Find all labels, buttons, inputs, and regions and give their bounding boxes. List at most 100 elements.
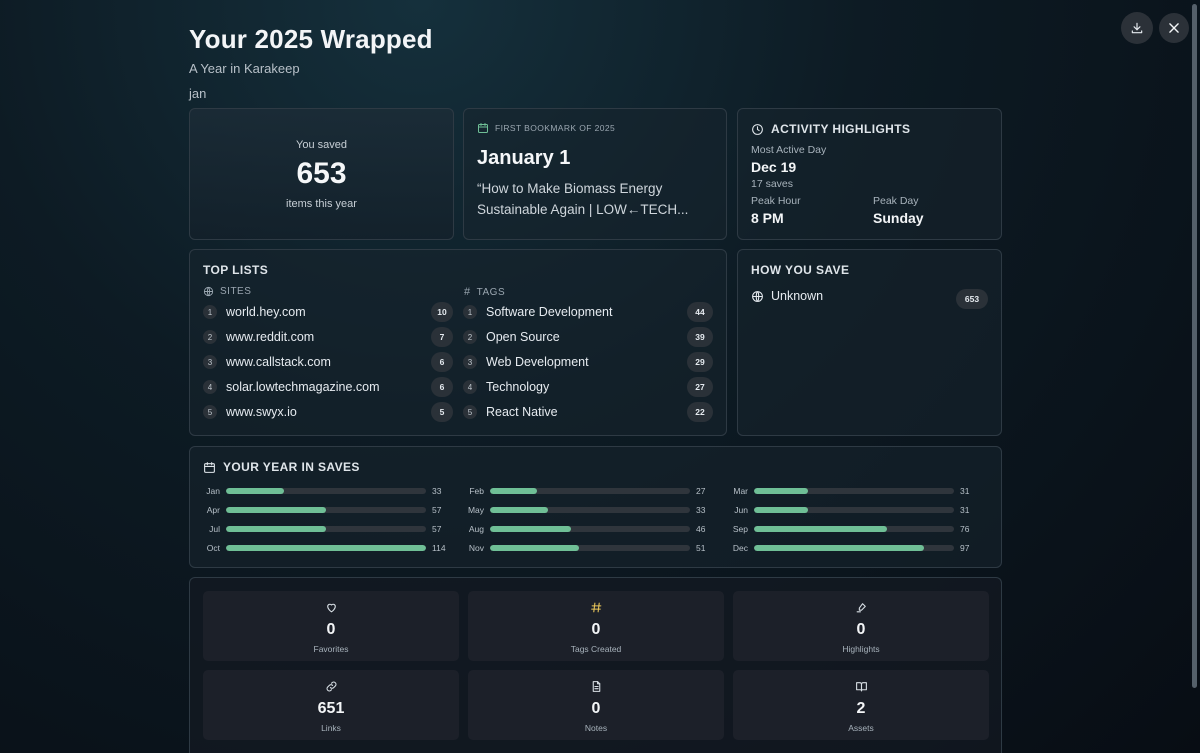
site-rank: 5 — [203, 405, 217, 419]
month-bar-fill — [754, 526, 888, 532]
stat-value: 651 — [317, 700, 345, 717]
month-count: 51 — [696, 543, 706, 553]
sites-label: SITES — [220, 286, 252, 297]
site-row[interactable]: 5 www.swyx.io — [203, 402, 297, 422]
site-row[interactable]: 1 world.hey.com — [203, 302, 306, 322]
month-bar-track — [754, 507, 954, 513]
tag-row[interactable]: 5 React Native — [463, 402, 558, 422]
peak-hour-label: Peak Hour — [751, 195, 801, 207]
tag-count: 29 — [687, 352, 713, 372]
site-row[interactable]: 3 www.callstack.com — [203, 352, 331, 372]
site-name: www.callstack.com — [226, 355, 331, 369]
tag-name: React Native — [486, 405, 558, 419]
site-rank: 2 — [203, 330, 217, 344]
first-bookmark-label: FIRST BOOKMARK OF 2025 — [495, 123, 616, 133]
tag-count: 22 — [687, 402, 713, 422]
tag-rank: 5 — [463, 405, 477, 419]
year-in-saves-title-text: YOUR YEAR IN SAVES — [223, 460, 360, 474]
site-row[interactable]: 2 www.reddit.com — [203, 327, 314, 347]
highlighter-icon — [733, 601, 989, 617]
how-you-save-card: HOW YOU SAVE Unknown 653 — [737, 249, 1002, 436]
scrollbar-thumb[interactable] — [1192, 4, 1197, 688]
month-count: 31 — [960, 505, 970, 515]
hash-icon: # — [464, 286, 471, 298]
scrollbar[interactable] — [1190, 0, 1200, 753]
month-bar-track — [490, 545, 690, 551]
tag-count: 39 — [687, 327, 713, 347]
month-bar-fill — [754, 507, 809, 513]
close-button[interactable] — [1159, 13, 1189, 43]
month-bar-track — [490, 507, 690, 513]
top-lists-title: TOP LISTS — [203, 263, 269, 277]
tag-row[interactable]: 1 Software Development — [463, 302, 612, 322]
month-row-aug: Aug 46 — [454, 523, 706, 535]
month-bar-fill — [754, 545, 925, 551]
sites-header: SITES — [203, 286, 251, 297]
activity-title-text: ACTIVITY HIGHLIGHTS — [771, 122, 911, 136]
peak-hour-value: 8 PM — [751, 210, 784, 226]
month-label: Jan — [206, 486, 220, 496]
peak-day-value: Sunday — [873, 210, 924, 226]
month-bar-fill — [226, 488, 284, 494]
total-pre-label: You saved — [296, 139, 347, 151]
month-bar-track — [226, 526, 426, 532]
month-bar-fill — [226, 545, 426, 551]
stat-value: 2 — [856, 700, 866, 717]
clock-icon — [752, 123, 763, 135]
site-name: www.reddit.com — [226, 330, 315, 344]
month-bar-track — [226, 488, 426, 494]
stat-label: Assets — [848, 723, 874, 733]
first-bookmark-title-line: Sustainable Again | LOW←TECH... — [477, 202, 689, 217]
tag-row[interactable]: 2 Open Source — [463, 327, 560, 347]
total-post-label: items this year — [286, 198, 357, 210]
tag-name: Open Source — [486, 330, 560, 344]
month-row-feb: Feb 27 — [454, 485, 705, 497]
site-name: solar.lowtechmagazine.com — [226, 380, 380, 394]
note-icon — [468, 680, 724, 696]
first-bookmark-eyebrow: FIRST BOOKMARK OF 2025 — [477, 122, 713, 134]
month-row-jun: Jun 31 — [718, 504, 969, 516]
tag-row[interactable]: 3 Web Development — [463, 352, 589, 372]
month-bar-track — [754, 545, 954, 551]
stat-label: Highlights — [842, 644, 880, 654]
month-bar-fill — [490, 545, 580, 551]
month-bar-track — [490, 526, 690, 532]
month-label: Sep — [732, 524, 748, 534]
month-count: 97 — [960, 543, 970, 553]
month-bar-fill — [226, 526, 326, 532]
month-row-apr: Apr 57 — [190, 504, 442, 516]
download-button[interactable] — [1121, 12, 1153, 44]
month-label: Nov — [468, 543, 484, 553]
save-source-row: Unknown — [751, 289, 823, 303]
stat-notes: 0 Notes — [468, 670, 724, 740]
tag-row[interactable]: 4 Technology — [463, 377, 549, 397]
tags-header: # TAGS — [464, 286, 505, 298]
tag-count: 27 — [687, 377, 713, 397]
activity-highlights-card: ACTIVITY HIGHLIGHTS Most Active Day Dec … — [737, 108, 1002, 240]
month-row-dec: Dec 97 — [718, 542, 970, 554]
first-bookmark-title: “How to Make Biomass Energy Sustainable … — [477, 178, 713, 220]
month-count: 76 — [960, 524, 970, 534]
heart-icon — [203, 601, 459, 617]
year-in-saves-card: YOUR YEAR IN SAVES Jan 33 Feb 27 Mar 31 Apr 57 M… — [189, 446, 1002, 568]
stat-tags-created: 0 Tags Created — [468, 591, 724, 661]
download-icon — [1131, 22, 1143, 34]
how-you-save-title: HOW YOU SAVE — [751, 263, 850, 277]
month-label: Feb — [469, 486, 484, 496]
most-active-sub: 17 saves — [751, 178, 794, 190]
most-active-value: Dec 19 — [751, 159, 797, 175]
stats-card: 0 Favorites 0 Tags Created 0 Highlights 651 Lin… — [189, 577, 1002, 753]
month-bar-fill — [490, 488, 538, 494]
month-count: 114 — [432, 543, 446, 553]
most-active-label: Most Active Day — [751, 144, 827, 156]
month-row-jul: Jul 57 — [190, 523, 441, 535]
stat-highlights: 0 Highlights — [733, 591, 989, 661]
month-label: Oct — [206, 543, 220, 553]
month-count: 33 — [696, 505, 706, 515]
site-rank: 4 — [203, 380, 217, 394]
close-icon — [1169, 23, 1179, 33]
site-count: 5 — [431, 402, 453, 422]
site-row[interactable]: 4 solar.lowtechmagazine.com — [203, 377, 380, 397]
site-count: 10 — [431, 302, 453, 322]
stat-value: 0 — [326, 621, 336, 638]
